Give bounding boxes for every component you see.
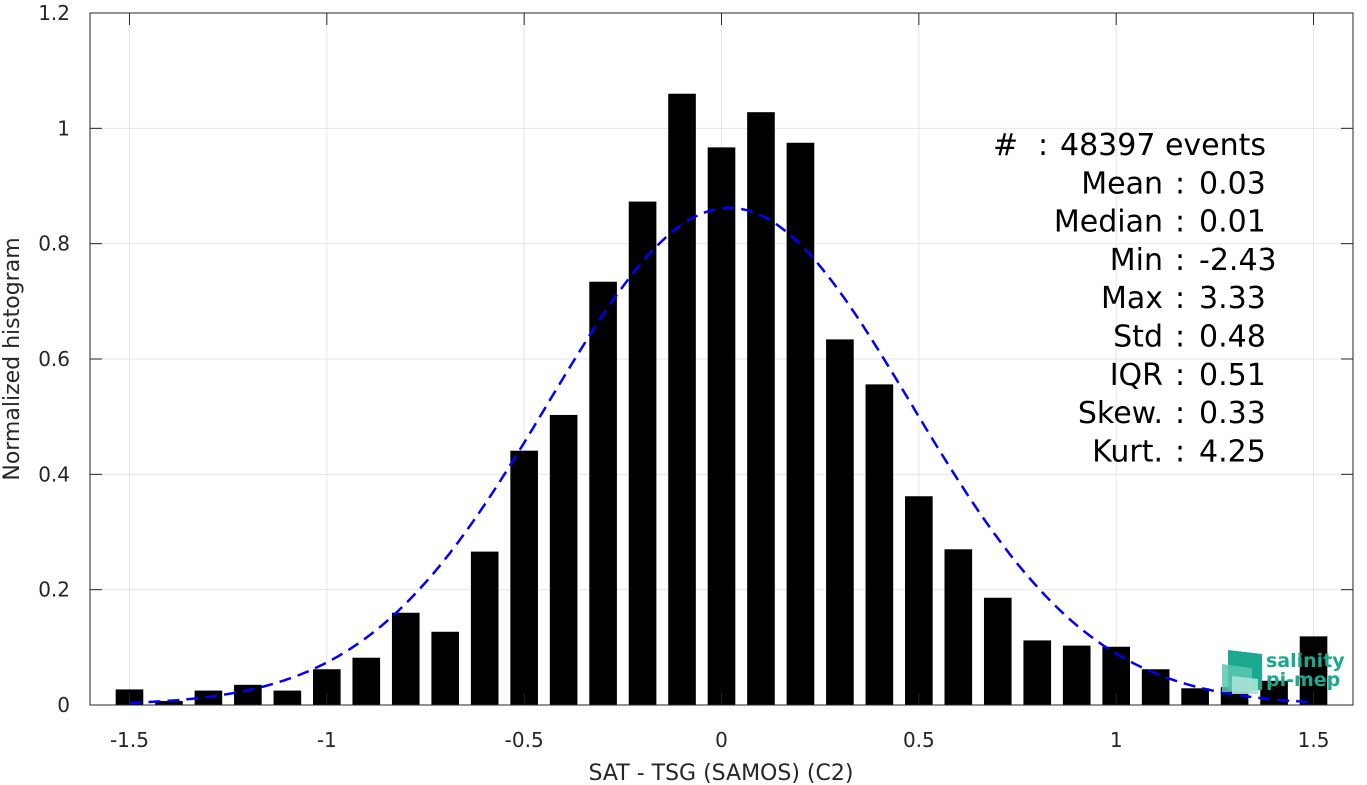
histogram-bar <box>1141 669 1170 705</box>
stat-separator: : <box>1038 128 1048 163</box>
y-tick-label: 0.2 <box>38 578 70 602</box>
histogram-bar <box>747 112 775 706</box>
y-tick-label: 1 <box>57 116 70 140</box>
stat-value: 4.25 <box>1199 434 1266 469</box>
stat-value: 0.01 <box>1199 205 1266 240</box>
stat-label: Min <box>1110 243 1163 278</box>
stat-value: 0.48 <box>1199 320 1266 355</box>
histogram-bar <box>234 684 262 705</box>
histogram-bar <box>589 281 617 705</box>
stat-separator: : <box>1175 243 1185 278</box>
stat-row: Median:0.01 <box>1054 205 1266 240</box>
stat-separator: : <box>1175 281 1185 316</box>
histogram-bar <box>628 201 657 705</box>
histogram-bar <box>273 690 302 705</box>
histogram-bar <box>470 551 499 705</box>
stat-separator: : <box>1175 396 1185 431</box>
x-tick-label: -1 <box>317 728 337 752</box>
stat-value: -2.43 <box>1199 243 1277 278</box>
y-tick-label: 0 <box>57 693 70 717</box>
stat-row: Min: -2.43 <box>1110 243 1277 278</box>
y-tick-label: 0.8 <box>38 232 70 256</box>
histogram-bar <box>1181 688 1209 705</box>
stat-label: IQR <box>1110 358 1163 393</box>
stat-separator: : <box>1175 434 1185 469</box>
stat-separator: : <box>1175 205 1185 240</box>
stat-label: Std <box>1113 320 1163 355</box>
stat-label: Max <box>1101 281 1163 316</box>
histogram-bar <box>865 384 894 705</box>
stat-separator: : <box>1175 320 1185 355</box>
stat-value: 0.51 <box>1199 358 1266 393</box>
stat-value: 48397 events <box>1060 128 1266 163</box>
stat-separator: : <box>1175 166 1185 201</box>
x-tick-label: 0.5 <box>903 728 935 752</box>
stat-row: Kurt.:4.25 <box>1092 434 1266 469</box>
histogram-bar <box>707 147 736 705</box>
histogram-bar <box>549 414 578 705</box>
histogram-bar <box>1062 645 1091 705</box>
histogram-bar <box>510 450 538 705</box>
histogram-bar <box>391 612 420 705</box>
histogram-bar <box>352 657 381 705</box>
histogram-bar <box>1023 640 1052 705</box>
histogram-bar <box>826 339 854 705</box>
stat-label: # <box>993 128 1018 163</box>
histogram-bar <box>983 597 1012 705</box>
x-tick-label: -1.5 <box>110 728 149 752</box>
stat-row: Skew.:0.33 <box>1078 396 1266 431</box>
y-tick-label: 1.2 <box>38 1 70 25</box>
stat-value: 0.03 <box>1199 166 1266 201</box>
stat-row: IQR:0.51 <box>1110 358 1266 393</box>
x-axis-label: SAT - TSG (SAMOS) (C2) <box>589 761 854 785</box>
y-axis-label: Normalized histogram <box>0 237 25 480</box>
y-tick-labels: 0 0.2 0.4 0.6 0.8 1 1.2 <box>38 1 70 717</box>
stat-label: Skew. <box>1078 396 1163 431</box>
stat-label: Mean <box>1081 166 1163 201</box>
histogram-bar <box>155 700 183 705</box>
x-tick-label: -0.5 <box>505 728 544 752</box>
x-tick-label: 0 <box>715 728 728 752</box>
histogram-bar <box>668 93 696 705</box>
stat-label: Median <box>1054 205 1163 240</box>
stat-label: Kurt. <box>1092 434 1163 469</box>
stat-separator: : <box>1175 358 1185 393</box>
stat-row: Std:0.48 <box>1113 320 1266 355</box>
logo-text-pi-mep: pi-mep <box>1266 669 1340 691</box>
stat-value: 0.33 <box>1199 396 1266 431</box>
wave-logo-icon <box>1222 650 1262 694</box>
x-tick-label: 1.5 <box>1298 728 1330 752</box>
histogram-bar <box>944 549 973 705</box>
stat-row: Max:3.33 <box>1101 281 1266 316</box>
axis-ticks <box>90 12 1353 706</box>
stat-value: 3.33 <box>1199 281 1266 316</box>
salinity-pi-mep-logo: salinity pi-mep <box>1222 650 1345 694</box>
histogram-bar <box>786 142 815 705</box>
gaussian-fit-curve <box>129 206 1314 705</box>
stat-row: Mean:0.03 <box>1081 166 1266 201</box>
histogram-bar <box>431 631 460 705</box>
x-tick-labels: -1.5 -1 -0.5 0 0.5 1 1.5 <box>110 728 1329 752</box>
x-tick-label: 1 <box>1110 728 1123 752</box>
y-tick-label: 0.4 <box>38 462 70 486</box>
histogram-bar <box>905 496 933 705</box>
y-tick-label: 0.6 <box>38 347 70 371</box>
stat-row: #:48397 events <box>993 128 1266 163</box>
logo-text-salinity: salinity <box>1266 650 1345 672</box>
